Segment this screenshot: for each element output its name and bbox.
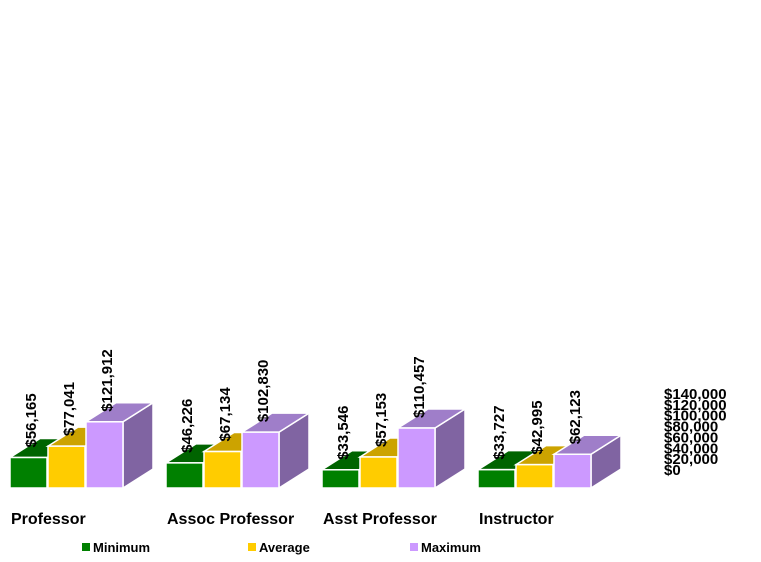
y-tick-label-100000: $100,000 [664, 408, 727, 425]
legend-swatch-maximum [410, 543, 418, 551]
bar-front-asst-professor-minimum [321, 469, 360, 489]
legend-item-maximum: Maximum [410, 540, 481, 555]
bar-front-instructor-minimum [477, 468, 516, 489]
bar-assoc-professor-maximum [239, 411, 312, 490]
y-tick-label-80000: $80,000 [664, 419, 718, 436]
bar-front-professor-average [47, 445, 86, 489]
value-label-professor-maximum: $121,912 [99, 349, 116, 412]
bar-front-asst-professor-average [359, 456, 398, 489]
legend-label-average: Average [259, 540, 310, 555]
x-tick-label-assoc-professor: Assoc Professor [167, 511, 294, 528]
x-axis: Professor Assoc Professor Asst Professor In… [11, 511, 554, 528]
y-tick-label-40000: $40,000 [664, 440, 718, 457]
value-label-asst-professor-maximum: $110,457 [411, 356, 428, 418]
y-tick-label-0: $0 [664, 462, 681, 479]
y-tick-label-140000: $140,000 [664, 386, 727, 403]
value-label-instructor-average: $42,995 [529, 400, 546, 454]
value-label-assoc-professor-average: $67,134 [217, 387, 234, 442]
y-tick-label-120000: $120,000 [664, 397, 727, 414]
y-tick-label-60000: $60,000 [664, 429, 718, 446]
value-label-assoc-professor-minimum: $46,226 [179, 399, 196, 453]
legend-label-minimum: Minimum [93, 540, 150, 555]
bar-front-asst-professor-maximum [397, 427, 436, 489]
x-tick-label-instructor: Instructor [479, 511, 554, 528]
bar-front-assoc-professor-maximum [241, 431, 280, 489]
x-tick-label-professor: Professor [11, 511, 86, 528]
bar-front-professor-minimum [9, 456, 48, 489]
bar-asst-professor-maximum [395, 407, 468, 490]
value-label-instructor-minimum: $33,727 [491, 405, 508, 459]
legend-label-maximum: Maximum [421, 540, 481, 555]
bars-group [7, 401, 624, 490]
bar-professor-maximum [83, 401, 156, 490]
legend-item-minimum: Minimum [82, 540, 150, 555]
x-tick-label-asst-professor: Asst Professor [323, 511, 437, 528]
y-axis: $0$20,000$40,000$60,000$80,000$100,000$1… [664, 386, 727, 479]
bar-front-instructor-average [515, 463, 554, 489]
legend-item-average: Average [248, 540, 310, 555]
bar-front-instructor-maximum [553, 453, 592, 489]
value-label-asst-professor-average: $57,153 [373, 393, 390, 447]
value-label-asst-professor-minimum: $33,546 [335, 406, 352, 460]
value-labels-group: $56,165 $77,041 $121,912 $46,226 $67,134 $102… [23, 349, 584, 460]
value-label-professor-average: $77,041 [61, 382, 78, 436]
legend-swatch-minimum [82, 543, 90, 551]
bar-front-assoc-professor-average [203, 450, 242, 489]
value-label-professor-minimum: $56,165 [23, 393, 40, 447]
value-label-instructor-maximum: $62,123 [567, 390, 584, 444]
y-tick-label-20000: $20,000 [664, 451, 718, 468]
bar-front-professor-maximum [85, 421, 124, 489]
legend-swatch-average [248, 543, 256, 551]
value-label-assoc-professor-maximum: $102,830 [255, 360, 272, 423]
legend: Minimum Average Maximum [82, 540, 481, 555]
bar-instructor-maximum [551, 433, 624, 490]
bar-front-assoc-professor-minimum [165, 462, 204, 489]
